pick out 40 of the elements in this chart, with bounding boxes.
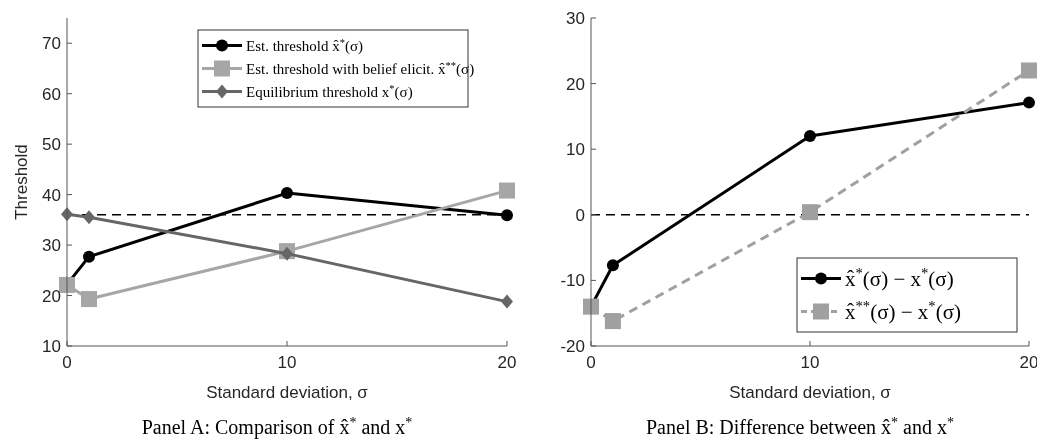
point bbox=[81, 291, 97, 308]
y-tick-label: -10 bbox=[560, 271, 585, 291]
y-tick-label: 20 bbox=[566, 74, 585, 94]
y-tick-label: 30 bbox=[566, 9, 585, 28]
y-axis-title: Threshold bbox=[12, 144, 31, 220]
legend-label: Est. threshold with belief elicit. x̂$^{**}$(σ) bbox=[246, 59, 475, 78]
point bbox=[804, 130, 816, 143]
point bbox=[501, 209, 513, 222]
point bbox=[501, 294, 513, 309]
legend-label: Est. threshold x̂$^{*}$(σ) bbox=[246, 36, 364, 55]
y-tick-label: 60 bbox=[42, 84, 61, 104]
x-axis-title: Standard deviation, σ bbox=[729, 383, 892, 402]
text: Panel B: Difference between x̂$^{*}$ and x$^{*}$ bbox=[646, 414, 954, 438]
legend-label: x̂$^{*}$(σ) − x$^{*}$(σ) bbox=[845, 264, 954, 291]
x-tick-label: 20 bbox=[1019, 353, 1039, 372]
x-tick-label: 20 bbox=[497, 353, 517, 372]
point bbox=[604, 313, 621, 330]
point bbox=[281, 187, 293, 200]
y-tick-label: 30 bbox=[42, 236, 61, 256]
y-tick-label: 10 bbox=[42, 337, 61, 356]
x-axis-title: Standard deviation, σ bbox=[206, 383, 369, 402]
x-tick-label: 10 bbox=[800, 353, 820, 372]
x-tick-label: 10 bbox=[277, 353, 297, 372]
y-tick-label: 20 bbox=[42, 286, 61, 306]
y-tick-label: 40 bbox=[42, 185, 61, 205]
point bbox=[606, 259, 619, 272]
y-tick-label: 70 bbox=[42, 34, 61, 54]
point bbox=[499, 182, 515, 199]
point bbox=[802, 204, 818, 221]
legend-label: Equilibrium threshold x$^{*}$(σ) bbox=[246, 82, 413, 101]
text: Panel A: Comparison of x̂$^{*}$ and x$^{*}$ bbox=[141, 414, 413, 439]
y-tick-label: -20 bbox=[560, 337, 585, 356]
point bbox=[83, 250, 95, 263]
y-tick-label: 10 bbox=[566, 140, 585, 160]
y-tick-label: 0 bbox=[575, 205, 585, 225]
legend-label: x̂$^{**}$(σ) − x$^{*}$(σ) bbox=[845, 297, 961, 324]
point bbox=[1021, 62, 1037, 79]
point bbox=[1023, 96, 1035, 109]
point bbox=[83, 210, 95, 225]
y-tick-label: 50 bbox=[42, 135, 61, 155]
